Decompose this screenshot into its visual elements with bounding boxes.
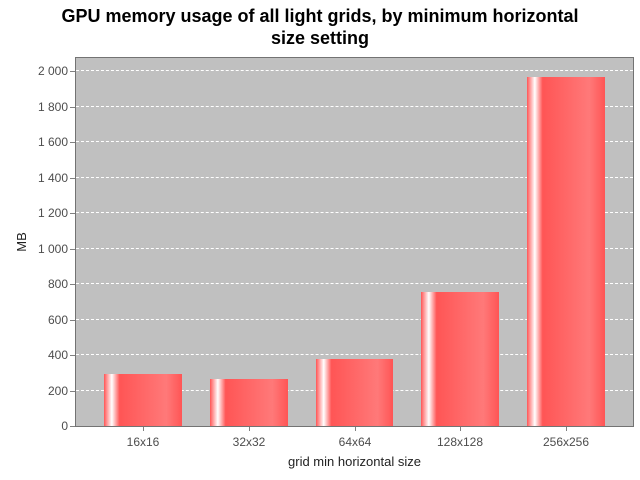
chart-title-line-1: GPU memory usage of all light grids, by … [61, 6, 579, 26]
bar-128x128 [421, 292, 500, 426]
y-gridline [76, 105, 633, 107]
y-tick-mark [70, 391, 75, 392]
chart-title: GPU memory usage of all light grids, by … [0, 5, 640, 49]
x-tick-label: 256x256 [542, 435, 590, 449]
x-tick-mark [143, 427, 144, 431]
y-gridline [76, 176, 633, 178]
x-tick-label: 128x128 [436, 435, 484, 449]
x-tick-mark [566, 427, 567, 431]
y-tick-mark [70, 178, 75, 179]
y-tick-label: 0 [61, 419, 68, 433]
x-tick-label: 16x16 [126, 435, 160, 449]
y-gridline [76, 354, 633, 356]
y-tick-label: 600 [47, 313, 68, 327]
y-tick-label: 800 [47, 277, 68, 291]
bar-64x64 [315, 358, 394, 426]
y-tick-label: 1 200 [37, 206, 68, 220]
x-tick-label: 32x32 [232, 435, 266, 449]
y-gridline [76, 141, 633, 143]
y-gridline [76, 283, 633, 285]
x-tick-mark [249, 427, 250, 431]
y-tick-mark [70, 284, 75, 285]
y-tick-mark [70, 249, 75, 250]
y-gridline [76, 318, 633, 320]
x-axis-label: grid min horizontal size [288, 454, 421, 469]
y-tick-label: 1 000 [37, 242, 68, 256]
chart-title-line-2: size setting [270, 28, 370, 48]
x-tick-mark [355, 427, 356, 431]
bar-32x32 [209, 378, 288, 426]
y-tick-label: 1 400 [37, 171, 68, 185]
y-tick-label: 1 800 [37, 100, 68, 114]
y-tick-mark [70, 213, 75, 214]
y-tick-mark [70, 320, 75, 321]
bar-16x16 [103, 373, 182, 426]
y-tick-mark [70, 142, 75, 143]
y-tick-label: 1 600 [37, 135, 68, 149]
x-tick-mark [460, 427, 461, 431]
y-tick-mark [70, 426, 75, 427]
y-gridline [76, 70, 633, 72]
y-tick-mark [70, 355, 75, 356]
plot-area [75, 57, 634, 427]
bar-256x256 [527, 76, 606, 426]
y-tick-mark [70, 107, 75, 108]
y-tick-label: 2 000 [37, 64, 68, 78]
y-tick-label: 400 [47, 348, 68, 362]
x-tick-label: 64x64 [338, 435, 372, 449]
y-gridline [76, 247, 633, 249]
y-gridline [76, 212, 633, 214]
y-tick-mark [70, 71, 75, 72]
y-tick-label: 200 [47, 384, 68, 398]
